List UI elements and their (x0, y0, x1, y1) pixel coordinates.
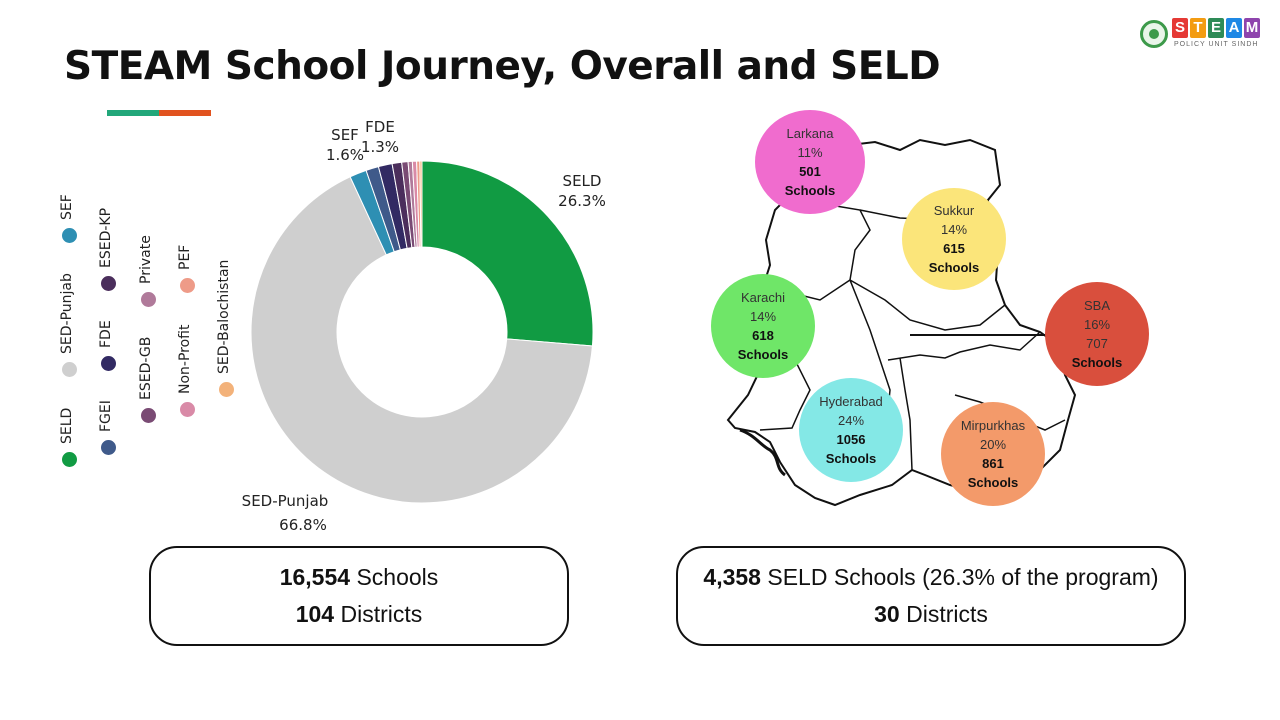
page-title: STEAM School Journey, Overall and SELD (64, 44, 941, 89)
region-unit: Schools (737, 347, 789, 362)
seld-districts-line: 30 Districts (678, 596, 1184, 633)
legend-label: SED-Punjab (59, 273, 75, 354)
region-bubble-sba: SBA 16% 707 Schools (1045, 282, 1149, 386)
legend-dot (141, 292, 156, 307)
slice-value-label: 66.8% (279, 516, 327, 534)
region-bubble-mirpurkhas: Mirpurkhas 20% 861 Schools (941, 402, 1045, 506)
logo-letters: S T E A M (1172, 18, 1260, 38)
region-bubble-hyderabad: Hyderabad 24% 1056 Schools (799, 378, 903, 482)
region-bubble-sukkur: Sukkur 14% 615 Schools (902, 188, 1006, 290)
region-count: 618 (752, 328, 774, 343)
legend-dot (180, 278, 195, 293)
legend-dot (219, 382, 234, 397)
legend-label: Non-Profit (177, 324, 193, 394)
region-unit: Schools (967, 475, 1019, 490)
slice-value-label: 26.3% (558, 192, 606, 210)
legend-label: PEF (177, 244, 193, 270)
seld-summary-box: 4,358 SELD Schools (26.3% of the program… (676, 546, 1186, 646)
region-percent: 14% (749, 309, 777, 324)
sindh-seal-icon (1140, 20, 1168, 48)
overall-districts-label: Districts (340, 601, 423, 627)
region-name: Sukkur (933, 203, 975, 218)
legend-label: FDE (98, 320, 114, 348)
legend-dot (62, 362, 77, 377)
legend-dot (101, 276, 116, 291)
overall-districts-value: 104 (295, 601, 335, 627)
region-percent: 16% (1083, 317, 1111, 332)
region-name: SBA (1083, 298, 1110, 313)
legend-label: SELD (59, 407, 75, 444)
seld-schools-label: SELD Schools (26.3% of the program) (767, 564, 1159, 590)
region-name: Mirpurkhas (960, 418, 1026, 433)
overall-schools-value: 16,554 (279, 564, 351, 590)
slice-sed-punjab (250, 176, 593, 504)
legend-label: FGEI (98, 400, 114, 432)
logo-letter: S (1172, 18, 1188, 38)
region-count: 861 (982, 456, 1004, 471)
legend-dot (62, 452, 77, 467)
region-count: 1056 (836, 432, 866, 447)
overall-summary-box: 16,554 Schools 104 Districts (149, 546, 569, 646)
seld-schools-value: 4,358 (703, 564, 761, 590)
title-accent-bar (107, 110, 211, 116)
region-name: Karachi (740, 290, 786, 305)
slice-sed-balochistan (419, 160, 423, 248)
region-percent: 11% (797, 145, 823, 160)
legend-label: ESED-KP (98, 207, 114, 268)
slice-label: SEF (331, 126, 359, 144)
legend-dot (180, 402, 195, 417)
region-unit: Schools (825, 451, 877, 466)
legend-label: Private (138, 235, 154, 284)
region-bubble-karachi: Karachi 14% 618 Schools (711, 274, 815, 378)
overall-schools-label: Schools (356, 564, 439, 590)
seld-schools-line: 4,358 SELD Schools (26.3% of the program… (678, 559, 1184, 596)
slice-label: SELD (563, 172, 602, 190)
sindh-map: Larkana 11% 501 Schools Sukkur 14% 615 S… (700, 90, 1170, 520)
logo-subtitle: POLICY UNIT SINDH (1174, 41, 1259, 48)
legend-dot (62, 228, 77, 243)
slice-value-label: 1.6% (326, 146, 364, 164)
region-count: 615 (943, 241, 965, 256)
region-count: 501 (799, 164, 821, 179)
region-bubble-larkana: Larkana 11% 501 Schools (755, 110, 865, 214)
region-count: 707 (1086, 336, 1108, 351)
region-percent: 20% (979, 437, 1007, 452)
logo-letter: E (1208, 18, 1224, 38)
steam-logo: S T E A M POLICY UNIT SINDH (1138, 16, 1263, 54)
region-percent: 24% (837, 413, 865, 428)
donut-chart: SELD 26.3% SED-Punjab 66.8% SEF 1.6%FDE 1.3% (242, 120, 606, 534)
region-percent: 14% (940, 222, 968, 237)
legend-dot (141, 408, 156, 423)
region-unit: Schools (784, 183, 836, 198)
logo-letter: A (1226, 18, 1242, 38)
region-name: Larkana (786, 126, 834, 141)
seld-districts-value: 30 (874, 601, 900, 627)
seld-districts-label: Districts (906, 601, 988, 627)
slice-value-label: 1.3% (361, 138, 399, 156)
region-name: Hyderabad (819, 394, 883, 409)
slice-seld (421, 160, 594, 347)
overall-schools-line: 16,554 Schools (151, 559, 567, 596)
region-unit: Schools (928, 260, 980, 275)
slice-label: FDE (365, 120, 395, 136)
legend-dot (101, 440, 116, 455)
slice-label: SED-Punjab (242, 492, 329, 510)
legend-dot (101, 356, 116, 371)
legend-label: SEF (59, 194, 75, 220)
overall-districts-line: 104 Districts (151, 596, 567, 633)
logo-letter: M (1244, 18, 1260, 38)
region-unit: Schools (1071, 355, 1123, 370)
legend-label: ESED-GB (138, 336, 154, 400)
logo-letter: T (1190, 18, 1206, 38)
